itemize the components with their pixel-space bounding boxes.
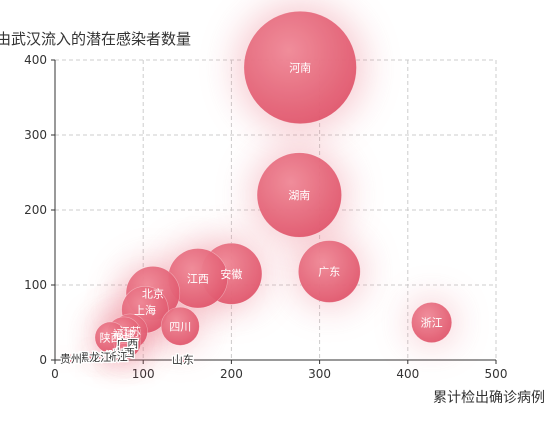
bubble-label: 黑龙江 — [78, 351, 111, 364]
x-tick-label: 500 — [485, 367, 508, 381]
x-tick-label: 0 — [51, 367, 59, 381]
bubble-label: 陕西 — [100, 331, 122, 345]
x-tick-label: 100 — [132, 367, 155, 381]
bubble-label: 贵州 — [60, 353, 82, 366]
y-tick-label: 400 — [24, 53, 47, 67]
bubble-label: 湖南 — [288, 189, 310, 202]
bubble-label: 福建 — [113, 327, 135, 341]
grid-lines — [55, 59, 497, 360]
bubble-point — [66, 354, 76, 363]
x-axis-title: 累计检出确诊病例 — [433, 390, 545, 406]
bubble-point — [298, 240, 361, 303]
bubble-label: 浙江 — [106, 350, 128, 363]
y-tick-label: 100 — [24, 278, 47, 292]
y-tick-label: 0 — [39, 353, 47, 367]
bubble-label: 安徽 — [220, 267, 242, 281]
bubble-point — [179, 355, 187, 363]
bubble-label: 江西 — [187, 272, 209, 285]
bubble-label: 四川 — [169, 320, 191, 333]
bubble-label: 浙江 — [421, 317, 443, 330]
bubble-label: 山西 — [113, 347, 135, 360]
bubble-point — [243, 10, 357, 125]
bubble-point — [160, 306, 200, 346]
bubble-layer — [66, 10, 453, 363]
x-tick-label: 300 — [308, 367, 331, 381]
x-tick-label: 200 — [220, 367, 243, 381]
bubble-label: 上海 — [134, 303, 156, 317]
bubble-point — [411, 302, 453, 343]
bubble-label: 山东 — [172, 353, 194, 366]
bubble-label: 广西 — [116, 338, 138, 351]
bubble-label: 北京 — [142, 286, 164, 300]
bubble-point — [256, 152, 342, 238]
y-tick-label: 300 — [24, 128, 47, 142]
bubble-point — [110, 349, 124, 363]
y-tick-label: 200 — [24, 203, 47, 217]
bubble-point — [88, 350, 101, 363]
axes: 0 100 200 300 400 500 0 100 200 300 400 — [24, 53, 507, 381]
bubble-label: 江苏 — [119, 326, 141, 339]
x-tick-label: 400 — [396, 367, 419, 381]
y-axis-title: 由武汉流入的潜在感染者数量 — [0, 30, 191, 48]
bubble-label: 广东 — [318, 266, 340, 279]
bubble-label: 河南 — [289, 62, 311, 75]
